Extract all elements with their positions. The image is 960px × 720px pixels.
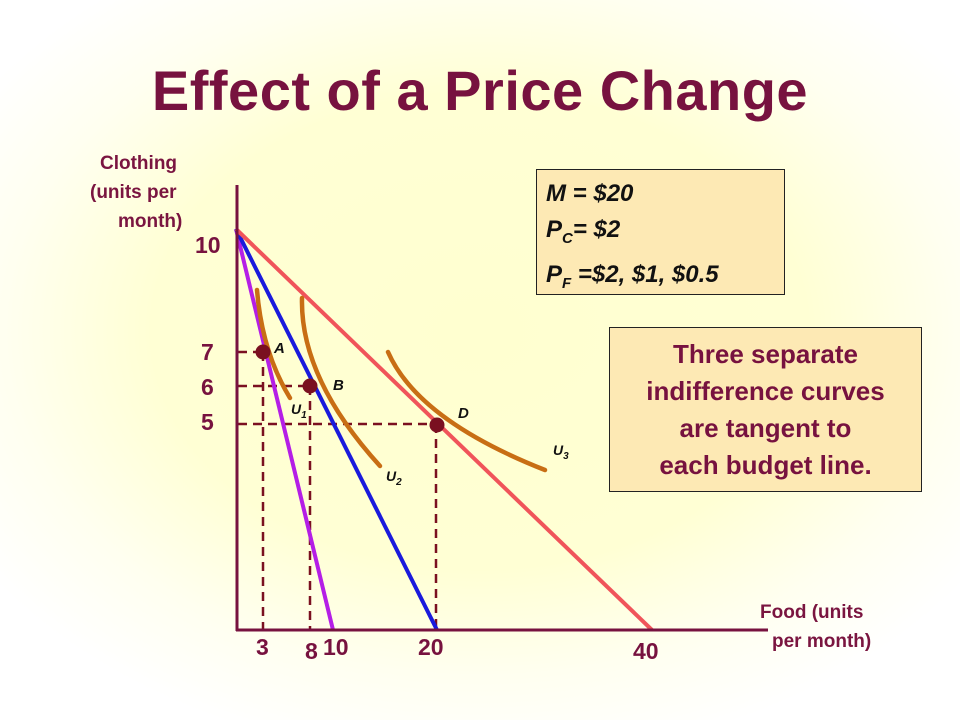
curve-label-u1-main: U (291, 401, 302, 417)
point-a-marker (255, 344, 271, 360)
y-axis-label-line-3: month) (118, 211, 183, 232)
clothing-price-value: = $2 (572, 216, 621, 243)
x-axis-label-line-1: Food (units (760, 602, 864, 623)
curve-label-u2: U2 (386, 468, 402, 488)
food-price-symbol: P (546, 260, 563, 288)
y-axis-label-line-2: (units per (90, 182, 177, 203)
curve-label-u1: U1 (291, 401, 307, 421)
slide-title: Effect of a Price Change (151, 59, 809, 122)
y-tick-10: 10 (195, 232, 221, 258)
curve-label-u1-sub: 1 (301, 410, 307, 421)
y-tick-7: 7 (201, 339, 214, 365)
food-price-line: PF =$2, $1, $0.5 (546, 257, 784, 302)
clothing-price-line: PC= $2 (546, 212, 784, 257)
indifference-curve-u3 (385, 349, 548, 473)
clothing-price-symbol: P (546, 216, 563, 243)
budget-line-pf-2 (234, 228, 335, 631)
explanation-line-2: indifference curves (646, 376, 885, 406)
explanation-box: Three separate indifference curves are t… (609, 327, 922, 492)
x-axis-label: Food (units per month) (760, 598, 920, 656)
curve-label-u3-sub: 3 (563, 451, 569, 462)
x-axis-label-line-2: per month) (772, 631, 872, 652)
explanation-line-4: each budget line. (659, 450, 872, 480)
curve-label-u3: U3 (553, 442, 569, 462)
point-b-marker (302, 378, 318, 394)
explanation-line-3: are tangent to (679, 413, 852, 443)
curve-label-u2-main: U (386, 468, 397, 484)
y-tick-5: 5 (201, 409, 214, 435)
x-tick-3: 3 (256, 634, 269, 660)
y-axis-label: Clothing (units per month) (90, 149, 210, 236)
food-price-values: =$2, $1, $0.5 (571, 260, 719, 288)
point-d-label: D (458, 405, 469, 422)
explanation-line-1: Three separate (673, 339, 858, 369)
y-axis-label-line-1: Clothing (100, 153, 178, 174)
point-d-marker (429, 417, 445, 433)
point-a-label: A (273, 340, 285, 357)
clothing-price-subscript: C (562, 229, 573, 247)
y-tick-6: 6 (201, 374, 214, 400)
budget-line-pf-0-5 (234, 227, 654, 632)
x-tick-8: 8 (305, 638, 318, 664)
income-line: M = $20 (546, 180, 634, 207)
curve-label-u2-sub: 2 (395, 477, 402, 488)
price-info-box: M = $20 PC= $2 PF =$2, $1, $0.5 (536, 169, 785, 295)
point-b-label: B (333, 377, 344, 394)
indifference-curve-u2 (299, 295, 383, 469)
budget-line-pf-1 (234, 228, 439, 631)
x-tick-20: 20 (418, 634, 444, 660)
curve-label-u3-main: U (553, 442, 564, 458)
x-tick-40: 40 (633, 638, 659, 664)
food-price-subscript: F (562, 274, 572, 292)
x-tick-10: 10 (323, 634, 349, 660)
